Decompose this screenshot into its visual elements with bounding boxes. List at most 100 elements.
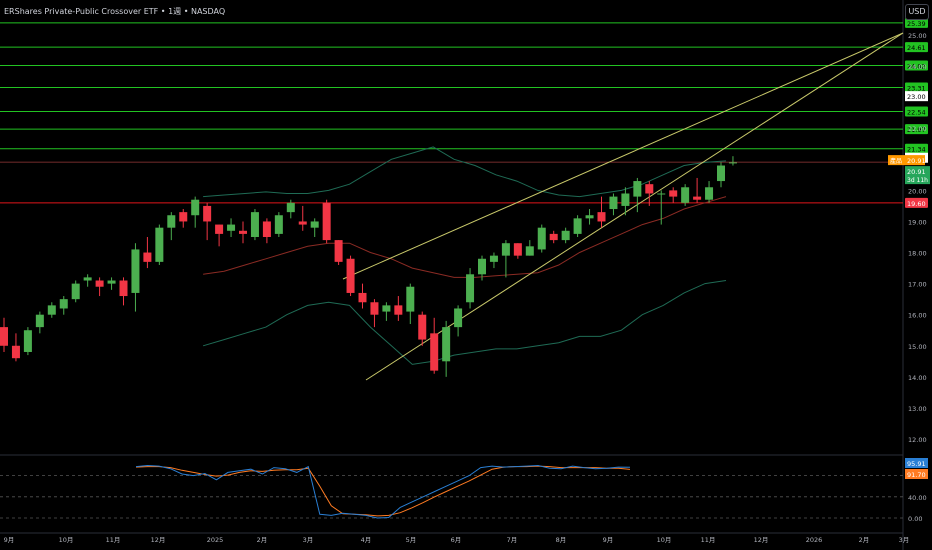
level-price-tag: [905, 42, 928, 53]
time-tick-label: 3月: [899, 536, 910, 544]
candle-body: [728, 162, 737, 164]
candle-body: [298, 221, 307, 225]
time-tick-label: 10月: [59, 536, 74, 544]
candle-body: [83, 277, 92, 281]
level-price-label: 21.34: [907, 146, 926, 154]
candle-body: [537, 227, 546, 250]
level-price-label: 22.54: [907, 108, 926, 116]
candle-body: [561, 230, 570, 241]
candle-body: [262, 221, 271, 237]
price-tick-label: 22.00: [908, 125, 927, 133]
candle-body: [454, 308, 463, 328]
time-tick-label: 9月: [603, 536, 614, 544]
oscillator-value-label: 91.70: [907, 471, 926, 479]
horizontal-levels-layer: [0, 22, 903, 204]
stoch-k-line: [135, 464, 631, 519]
candle-body: [119, 280, 128, 297]
candle-body: [334, 240, 343, 262]
candle-body: [274, 215, 283, 234]
candle-body: [705, 187, 714, 200]
countdown-time: 3d 11h: [907, 177, 928, 184]
candle-body: [442, 327, 451, 362]
level-price-tag: [905, 60, 928, 71]
time-tick-label: 12月: [754, 536, 769, 544]
last-price-tag: [888, 155, 925, 166]
stoch-d-line: [135, 465, 631, 517]
candle-body: [681, 187, 690, 203]
last-price-prefix: 產品: [890, 157, 902, 165]
candle-body: [47, 305, 56, 315]
price-tick-label: 24.00: [908, 63, 927, 71]
time-tick-label: 4月: [361, 536, 372, 544]
price-tag-label: 23.00: [907, 93, 926, 101]
time-tick-label: 2月: [257, 536, 268, 544]
candle-body: [286, 202, 295, 213]
candle-body: [23, 330, 32, 352]
price-tick-label: 15.00: [908, 343, 927, 351]
price-tick-label: 13.00: [908, 405, 927, 413]
candle-body: [95, 280, 104, 287]
level-price-label: 23.31: [907, 85, 926, 93]
candle-body: [573, 218, 582, 234]
countdown-tag: [905, 166, 930, 185]
chart-title: ERShares Private-Public Crossover ETF • …: [4, 7, 226, 16]
bollinger-bands-layer: [202, 146, 727, 365]
candle-body: [155, 227, 164, 262]
time-tick-label: 9月: [4, 536, 15, 544]
time-tick-label: 8月: [556, 536, 567, 544]
price-tick-label: 17.00: [908, 281, 927, 289]
candle-body: [525, 246, 534, 256]
level-price-tag: [905, 197, 928, 208]
oscillator-tick-label: 0.00: [908, 515, 922, 523]
price-tick-label: 20.00: [908, 187, 927, 195]
candle-body: [239, 230, 247, 234]
level-price-label: 19.60: [907, 200, 926, 208]
candle-body: [693, 196, 702, 200]
oscillator-value-label: 95.91: [907, 460, 926, 468]
level-price-tag: [905, 82, 928, 93]
candle-body: [513, 243, 522, 256]
candle-body: [11, 345, 20, 359]
level-price-label: 21.97: [907, 126, 926, 134]
level-price-tag: [905, 143, 928, 154]
candle-body: [143, 252, 152, 262]
time-tick-label: 12月: [151, 536, 166, 544]
level-price-label: 24.02: [907, 62, 926, 70]
candle-body: [191, 199, 200, 216]
candle-body: [310, 221, 319, 228]
time-tick-label: 11月: [106, 536, 121, 544]
candle-body: [215, 224, 224, 234]
oscillator-tick-label: 40.00: [908, 494, 927, 502]
candle-body: [621, 193, 630, 206]
wedge-trendlines-layer: [342, 32, 904, 381]
candle-body: [358, 292, 367, 303]
candle-body: [382, 305, 391, 312]
time-tick-label: 2026: [806, 536, 823, 544]
bb-lower-line: [202, 280, 727, 365]
level-price-tag: [905, 17, 928, 28]
candle-body: [430, 333, 439, 371]
price-tick-label: 25.00: [908, 32, 927, 40]
level-price-tag: [905, 124, 928, 135]
candle-body: [418, 314, 427, 340]
time-tick-label: 3月: [303, 536, 314, 544]
level-price-tag: [905, 106, 928, 117]
candle-body: [585, 215, 594, 219]
candle-body: [250, 212, 259, 237]
stochastic-oscillator-layer: [0, 464, 903, 519]
last-price-value: 20.91: [907, 157, 926, 165]
candle-body: [71, 283, 80, 300]
candle-body: [597, 212, 606, 222]
candle-body: [669, 190, 678, 197]
candle-body: [322, 202, 331, 241]
candle-body: [657, 193, 666, 195]
currency-button[interactable]: USD: [905, 4, 929, 20]
wedge-upper-trendline: [342, 32, 904, 280]
candle-body: [609, 196, 618, 210]
candle-body: [645, 184, 654, 194]
oscillator-value-tag: [905, 458, 928, 468]
candle-body: [501, 243, 510, 256]
candle-body: [227, 224, 236, 231]
price-tick-label: 14.00: [908, 374, 927, 382]
